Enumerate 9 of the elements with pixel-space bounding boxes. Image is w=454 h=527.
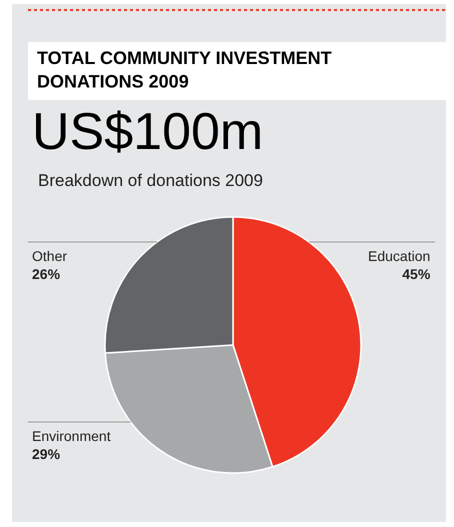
data-label: 26%: [32, 266, 61, 282]
slice-label: Education: [368, 248, 430, 264]
data-label: 45%: [402, 266, 431, 282]
slice-label: Environment: [32, 428, 111, 444]
text: Breakdown of donations 2009: [38, 171, 263, 190]
data-label: 29%: [32, 446, 61, 462]
slice-label: Other: [32, 248, 68, 264]
chart-subtitle: US$100m: [32, 103, 264, 161]
chart-title: TOTAL COMMUNITY INVESTMENT DONATIONS 2009: [37, 48, 332, 92]
